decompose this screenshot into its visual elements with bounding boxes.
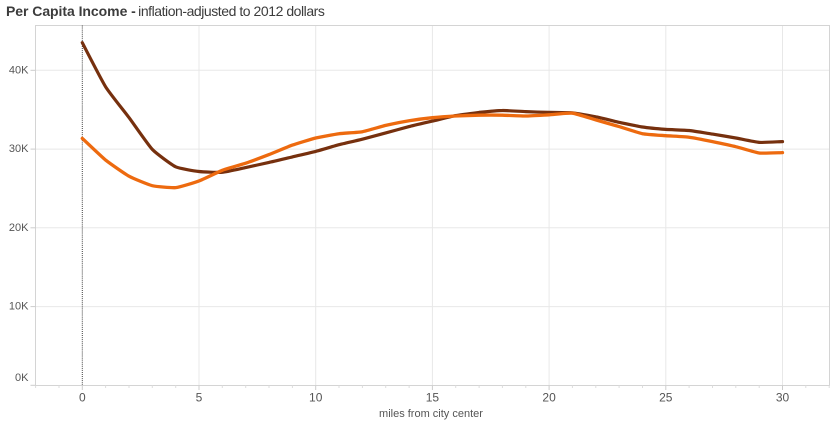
svg-text:40K: 40K [9,64,29,76]
svg-text:0K: 0K [15,372,29,384]
svg-text:10K: 10K [9,301,29,313]
svg-text:5: 5 [196,391,203,405]
svg-text:30: 30 [776,391,790,405]
svg-text:30K: 30K [9,143,29,155]
svg-text:10: 10 [309,391,323,405]
svg-text:miles from city center: miles from city center [379,408,483,420]
svg-text:20: 20 [542,391,556,405]
svg-text:0: 0 [79,391,86,405]
svg-text:20K: 20K [9,222,29,234]
svg-text:25: 25 [659,391,673,405]
svg-text:15: 15 [426,391,440,405]
